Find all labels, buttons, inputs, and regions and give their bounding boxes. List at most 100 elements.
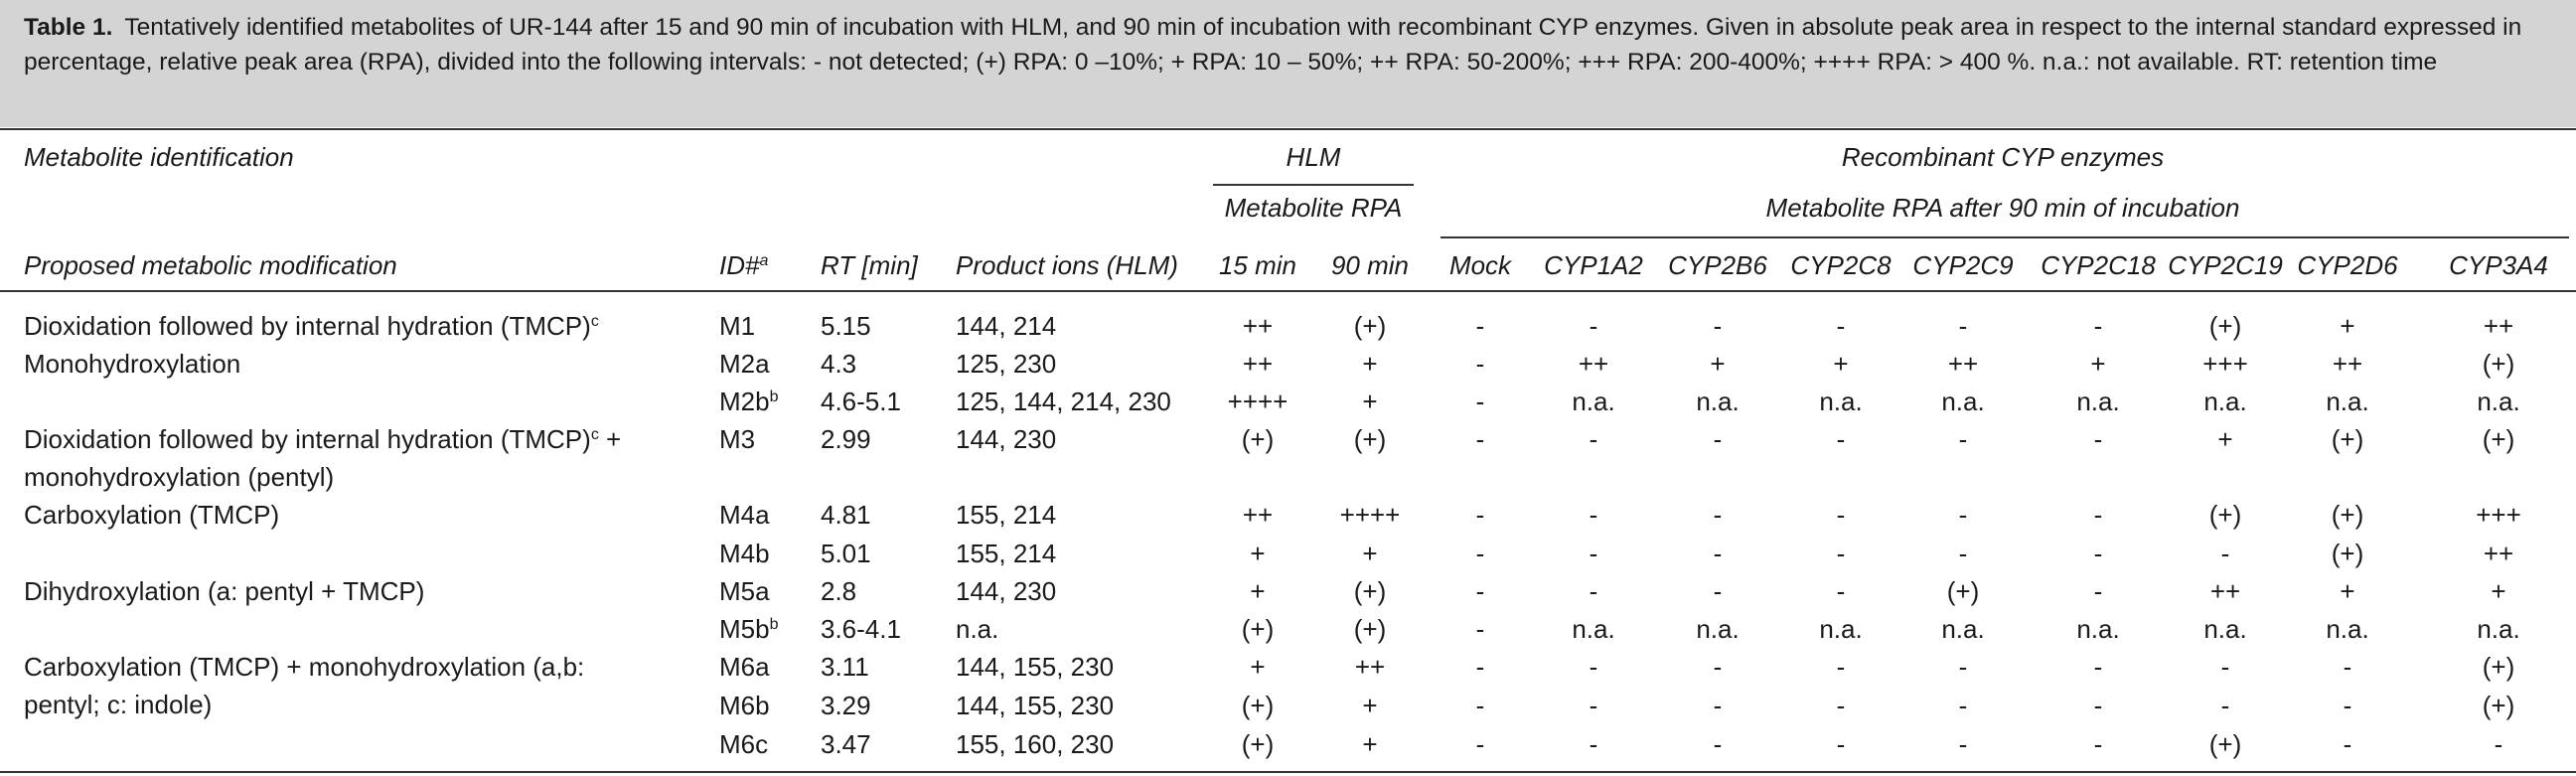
row-id-label: M5b (719, 614, 770, 644)
header-enzyme: Mock (1448, 250, 1512, 280)
row-modification-footnote: c (590, 426, 599, 443)
row-product-ions: 144, 214 (956, 311, 1057, 341)
row-cyp-value: (+) (2208, 500, 2242, 530)
row-modification-text: Dihydroxylation (a: pentyl + TMCP) (24, 576, 425, 606)
row-cyp-value: - (1475, 424, 1485, 454)
row-cyp-value: + (2340, 311, 2355, 341)
row-rpa-90min: (+) (1353, 614, 1387, 644)
row-cyp-value: (+) (2482, 652, 2515, 682)
row-cyp-value: - (1713, 729, 1723, 759)
row-cyp-value: - (1958, 539, 1968, 568)
header-enzyme: CYP2C9 (1912, 250, 2014, 280)
row-cyp-value: - (1589, 311, 1598, 341)
row-cyp-value: - (1836, 691, 1846, 720)
row-rt: 4.3 (821, 349, 857, 379)
row-product-ions: n.a. (956, 614, 999, 644)
row-cyp-value: - (1836, 576, 1846, 606)
row-cyp-value: - (2093, 500, 2103, 530)
row-cyp-value: (+) (2208, 729, 2242, 759)
header-rt: RT [min] (821, 250, 918, 280)
header-metabolite-identification: Metabolite identification (24, 142, 294, 172)
header-recombinant-sub: Metabolite RPA after 90 min of incubatio… (1765, 193, 2240, 223)
row-rpa-15min: (+) (1241, 614, 1275, 644)
row-cyp-value: n.a. (2477, 614, 2520, 644)
table-caption: Table 1. Tentatively identified metabolit… (0, 0, 2576, 127)
row-rpa-15min: ++++ (1227, 387, 1288, 416)
row-cyp-value: n.a. (1819, 614, 1863, 644)
row-cyp-value: (+) (1946, 576, 1980, 606)
row-id: M4b (719, 539, 770, 568)
row-rpa-15min: ++ (1242, 311, 1274, 341)
row-id: M6c (719, 729, 768, 759)
row-cyp-value: - (1713, 424, 1723, 454)
row-cyp-value: + (2090, 349, 2106, 379)
row-cyp-value: - (1475, 539, 1485, 568)
row-cyp-value: - (1475, 652, 1485, 682)
row-cyp-value: - (1475, 349, 1485, 379)
row-id: M5a (719, 576, 770, 606)
header-hlm: HLM (1286, 142, 1341, 172)
header-proposed-modification: Proposed metabolic modification (24, 250, 397, 280)
row-id: M6b (719, 691, 770, 720)
row-rt: 5.01 (821, 539, 871, 568)
header-id: ID#a (719, 250, 768, 280)
row-rpa-15min: (+) (1241, 691, 1275, 720)
row-cyp-value: - (1589, 729, 1598, 759)
row-cyp-value: ++ (2483, 311, 2514, 341)
row-cyp-value: (+) (2482, 349, 2515, 379)
row-rpa-15min: + (1250, 652, 1266, 682)
row-cyp-value: - (1475, 311, 1485, 341)
header-enzyme: CYP1A2 (1544, 250, 1643, 280)
row-cyp-value: (+) (2331, 424, 2364, 454)
row-modification: Monohydroxylation (24, 349, 240, 379)
row-rpa-90min: ++ (1354, 652, 1386, 682)
row-id: M1 (719, 311, 755, 341)
rule-top (0, 128, 2576, 130)
header-enzyme: CYP2C8 (1790, 250, 1892, 280)
row-rt: 3.47 (821, 729, 871, 759)
row-rpa-90min: + (1362, 691, 1378, 720)
header-recombinant: Recombinant CYP enzymes (1841, 142, 2165, 172)
row-cyp-value: - (2220, 691, 2230, 720)
row-cyp-value: - (2343, 691, 2352, 720)
row-cyp-value: + (2491, 576, 2506, 606)
header-enzyme: CYP2B6 (1668, 250, 1767, 280)
row-cyp-value: n.a. (2326, 387, 2369, 416)
row-rpa-90min: ++++ (1339, 500, 1401, 530)
row-rt: 4.81 (821, 500, 871, 530)
row-cyp-value: - (2093, 539, 2103, 568)
row-cyp-value: - (1713, 691, 1723, 720)
row-modification-line2: pentyl; c: indole) (24, 690, 213, 719)
row-id-label: M6c (719, 729, 769, 759)
row-cyp-value: - (1475, 691, 1485, 720)
row-id-label: M6a (719, 652, 770, 682)
row-id: M3 (719, 424, 755, 454)
row-id-label: M5a (719, 576, 770, 606)
row-cyp-value: - (1958, 691, 1968, 720)
row-id-label: M2a (719, 349, 770, 379)
row-cyp-value: - (1475, 576, 1485, 606)
row-rpa-90min: (+) (1353, 424, 1387, 454)
row-cyp-value: ++ (2209, 576, 2241, 606)
row-rt: 5.15 (821, 311, 871, 341)
header-hlm-sub: Metabolite RPA (1224, 193, 1403, 223)
row-cyp-value: - (1958, 424, 1968, 454)
row-modification-text: Dioxidation followed by internal hydrati… (24, 424, 591, 454)
row-rt: 2.99 (821, 424, 871, 454)
row-cyp-value: n.a. (1572, 387, 1615, 416)
row-cyp-value: - (1713, 311, 1723, 341)
row-cyp-value: - (1713, 500, 1723, 530)
row-id: M4a (719, 500, 770, 530)
row-rt: 3.6-4.1 (821, 614, 901, 644)
row-cyp-value: - (2494, 729, 2503, 759)
row-rt: 2.8 (821, 576, 857, 606)
row-cyp-value: - (1713, 539, 1723, 568)
header-id-label: ID# (719, 250, 760, 280)
row-product-ions: 155, 160, 230 (956, 729, 1115, 759)
row-modification: Dihydroxylation (a: pentyl + TMCP) (24, 576, 424, 606)
row-rpa-90min: + (1362, 387, 1378, 416)
row-cyp-value: - (2093, 311, 2103, 341)
row-rpa-90min: + (1362, 539, 1378, 568)
row-cyp-value: - (2343, 729, 2352, 759)
